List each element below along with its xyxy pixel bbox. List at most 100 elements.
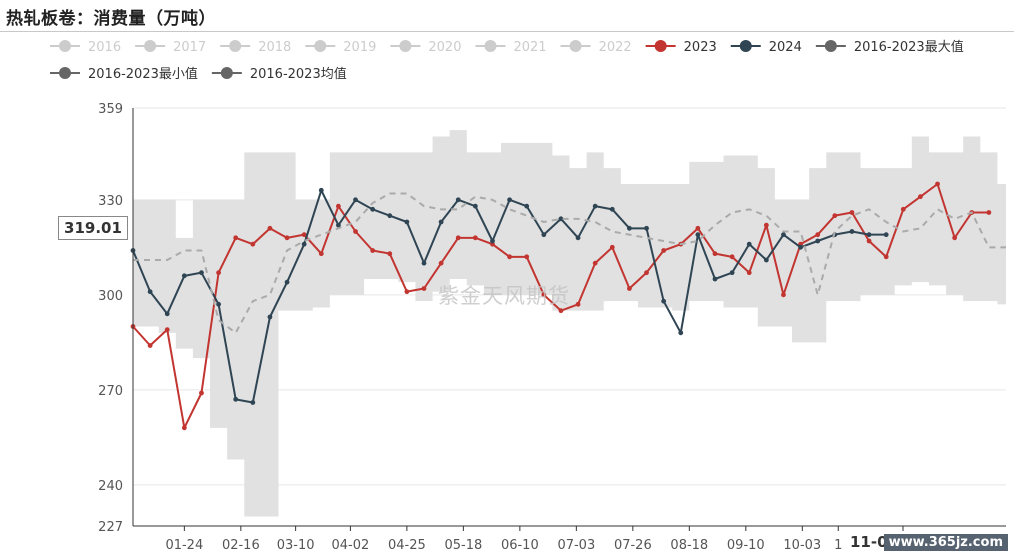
legend-item[interactable]: 2016 [50,40,121,55]
data-point-2024 [404,219,410,225]
data-point-2024 [575,235,581,241]
data-point-2024 [370,206,376,212]
legend-item[interactable]: 2018 [220,40,291,55]
y-tick-label: 240 [98,479,123,494]
data-point-2023 [763,222,769,228]
data-point-2024 [284,279,290,285]
data-point-2023 [370,248,376,253]
legend-marker [59,40,71,52]
data-point-2024 [712,276,718,282]
y-tick-label: 359 [98,102,123,117]
data-point-2023 [233,235,239,241]
legend-marker [229,40,242,52]
data-point-2023 [284,235,290,241]
legend[interactable]: 2016 2017 2018 2019 2020 2021 2022 2023 2024 2016… [50,39,964,82]
legend-item[interactable]: 2020 [390,40,461,55]
data-point-2024 [472,203,478,209]
data-point-2023 [336,203,341,209]
data-point-2024 [866,232,872,238]
data-point-2023 [592,260,598,266]
legend-label: 2017 [173,40,206,55]
legend-item[interactable]: 2023 [645,40,717,55]
data-point-2024 [661,298,667,304]
data-point-2023 [404,289,410,295]
data-point-2023 [558,308,564,314]
legend-label: 2022 [599,40,632,55]
y-axis-pointer-label: 319.01 [58,216,128,240]
axes: 227 240 270 300 330 359 01-24 02-16 03-10 04-02 04… [98,102,1006,553]
legend-item[interactable]: 2017 [135,40,206,55]
data-point-2023 [832,213,838,219]
legend-label: 2024 [769,40,802,55]
data-point-2023 [627,286,632,291]
data-point-2024 [695,232,701,238]
data-point-2023 [353,229,358,234]
legend-marker [654,40,667,52]
x-tick-label: 10-03 [783,538,821,553]
x-tick-label: 1 [834,538,842,553]
data-point-2023 [318,251,324,257]
data-point-2024 [455,197,461,203]
data-point-2024 [216,301,221,307]
legend-label: 2019 [343,40,376,55]
data-point-2023 [815,232,821,238]
data-point-2023 [712,251,718,257]
data-point-2024 [746,241,752,247]
data-point-2024 [318,187,324,193]
legend-marker [824,40,837,52]
data-point-2023 [455,235,461,241]
legend-marker [399,40,412,52]
data-point-2023 [199,390,204,396]
data-point-2024 [541,232,547,238]
data-point-2024 [558,216,564,222]
data-point-2024 [336,222,341,228]
data-point-2024 [438,219,444,225]
legend-item[interactable]: 2016-2023最大值 [815,39,964,55]
legend-item[interactable]: 2022 [560,40,632,55]
legend-item[interactable]: 2021 [475,40,547,55]
data-point-2024 [199,270,204,276]
data-point-2023 [164,327,170,333]
data-point-2023 [866,238,872,244]
data-point-2023 [267,225,273,231]
legend-label: 2016-2023均值 [250,66,347,82]
data-point-2023 [609,244,615,250]
data-point-2024 [507,197,512,203]
data-point-2023 [438,260,444,266]
watermark-text: 紫金天风期货 [438,284,570,308]
x-tick-label: 03-10 [277,538,315,553]
data-point-2024 [644,225,649,231]
data-point-2024 [353,197,358,203]
data-point-2023 [729,254,735,260]
data-point-2023 [935,181,940,187]
data-point-2023 [781,292,786,298]
x-tick-label: 04-02 [332,538,370,553]
legend-item[interactable]: 2019 [305,40,376,55]
data-point-2024 [763,257,769,263]
x-tick-label: 08-18 [670,538,708,553]
legend-item[interactable]: 2016-2023均值 [211,66,347,82]
y-tick-label: 270 [98,384,123,399]
x-tick-label: 09-10 [727,538,765,553]
x-tick-label: 02-16 [222,538,260,553]
legend-marker [569,40,582,52]
data-point-2023 [746,270,752,276]
data-point-2024 [609,206,615,212]
data-point-2023 [507,254,512,260]
legend-item[interactable]: 2016-2023最小值 [50,66,198,82]
y-tick-label: 300 [98,289,123,304]
legend-item[interactable]: 2024 [730,40,802,55]
data-point-2024 [627,225,632,231]
x-tick-label: 06-10 [501,538,539,553]
data-point-2023 [952,235,958,241]
legend-label: 2021 [513,40,546,55]
data-point-2023 [695,225,701,231]
data-point-2024 [250,400,256,405]
legend-marker [739,40,752,52]
y-tick-label: 330 [98,194,123,209]
data-point-2023 [900,206,906,212]
x-tick-label: 05-18 [444,538,482,553]
data-point-2024 [164,311,170,317]
data-point-2024 [301,241,307,247]
